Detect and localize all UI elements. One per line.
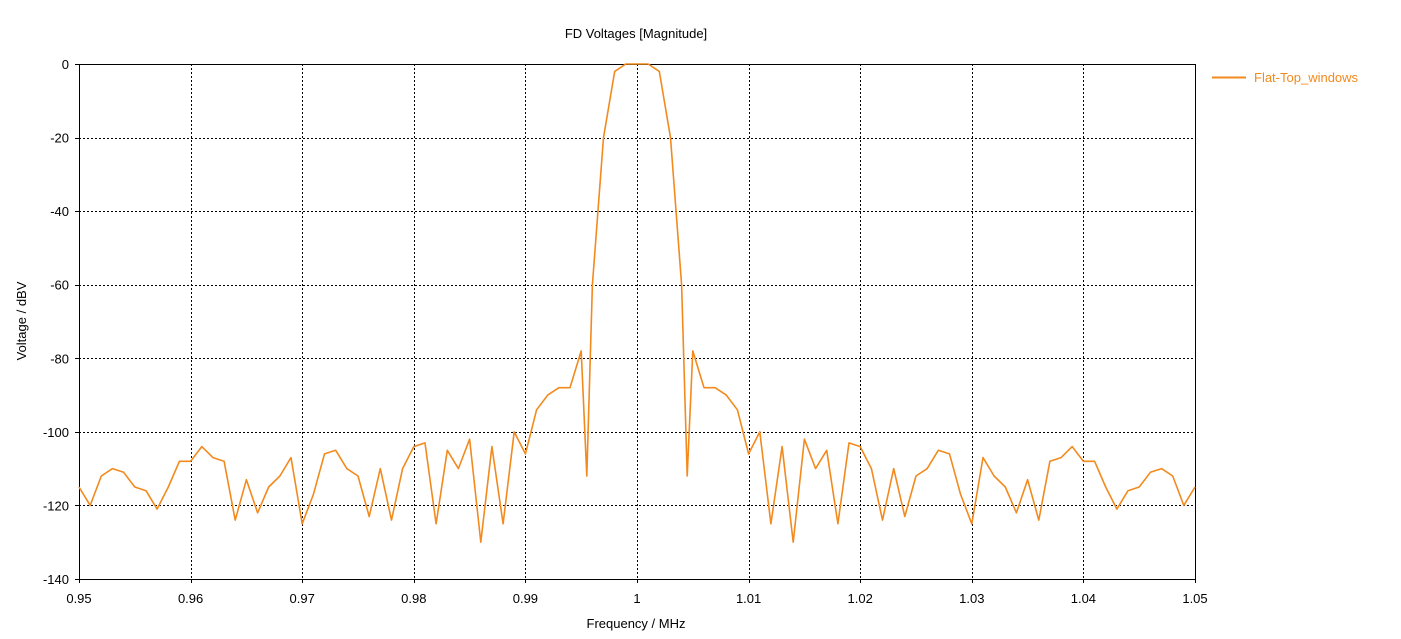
y-axis-label: Voltage / dBV (14, 281, 29, 360)
y-tick-label: -20 (50, 131, 69, 146)
x-tick-label: 1.05 (1182, 591, 1207, 606)
y-tick-label: 0 (62, 57, 69, 72)
grid-layer (79, 64, 1195, 579)
series-line-0 (78, 63, 1196, 544)
x-tick-label: 0.98 (401, 591, 426, 606)
y-tick-label: -100 (43, 425, 69, 440)
series-layer (78, 63, 1196, 544)
x-tick-label: 1.02 (848, 591, 873, 606)
x-tick-label: 1 (633, 591, 640, 606)
x-tick-label: 0.95 (66, 591, 91, 606)
y-tick-label: -140 (43, 572, 69, 587)
y-tick-label: -60 (50, 278, 69, 293)
y-tick-label: -120 (43, 498, 69, 513)
y-axis-ticks: 0 -20 -40 -60 -80 -100 -120 -140 (43, 57, 79, 587)
chart-title: FD Voltages [Magnitude] (565, 26, 707, 41)
x-tick-label: 0.96 (178, 591, 203, 606)
y-tick-label: -80 (50, 351, 69, 366)
legend-label: Flat-Top_windows (1254, 70, 1359, 85)
x-tick-label: 0.97 (290, 591, 315, 606)
x-axis-label: Frequency / MHz (587, 616, 686, 631)
x-tick-label: 1.04 (1071, 591, 1096, 606)
y-tick-label: -40 (50, 204, 69, 219)
legend: Flat-Top_windows (1212, 70, 1359, 85)
x-tick-label: 1.03 (959, 591, 984, 606)
x-axis-ticks: 0.95 0.96 0.97 0.98 0.99 1 1.01 1.02 1.03 1.04 1.0… (66, 579, 1208, 606)
x-tick-label: 1.01 (736, 591, 761, 606)
x-tick-label: 0.99 (513, 591, 538, 606)
